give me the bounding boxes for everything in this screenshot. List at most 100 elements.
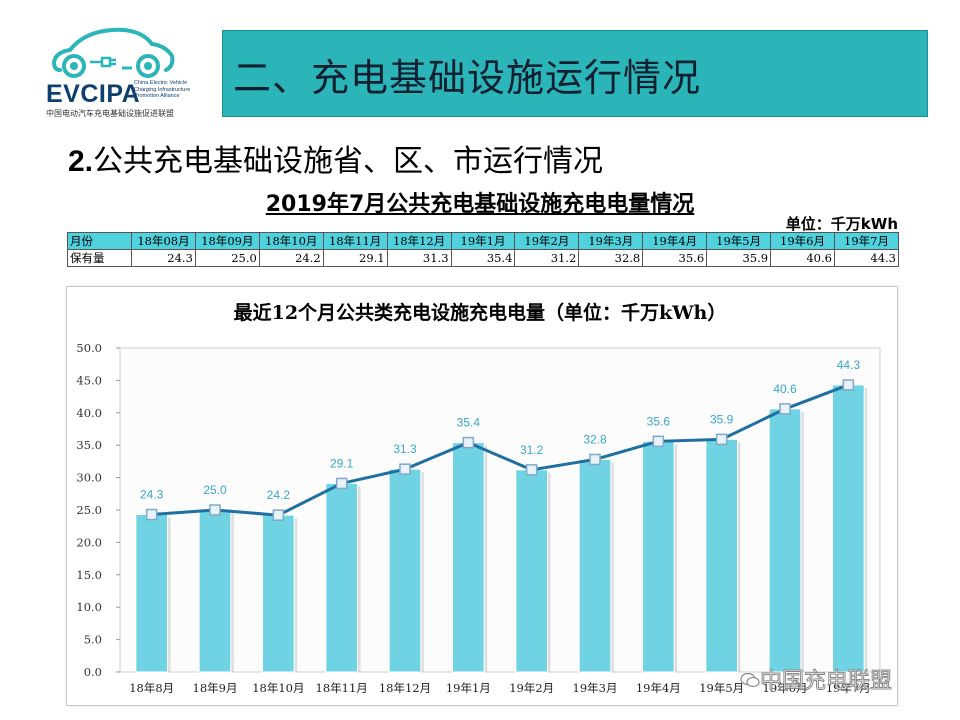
car-logo-icon [51,27,175,78]
data-point [272,509,285,521]
table-cell: 18年08月 [131,232,196,250]
bar [705,438,738,673]
data-label: 31.3 [393,442,417,456]
y-tick-label: 50.0 [76,341,102,355]
x-tick-label: 19年2月 [509,681,554,695]
table-cell: 月份 [67,232,132,250]
table-cell: 31.2 [514,249,580,267]
x-tick-label: 18年10月 [252,681,304,695]
data-label: 29.1 [330,456,354,470]
data-point [145,508,158,521]
table-cell: 保有量 [67,249,132,267]
logo-english-name: China Electric Vehicle Charging Infrastr… [134,80,191,99]
y-tick-label: 45.0 [76,373,102,387]
y-tick-label: 5.0 [84,633,102,647]
table-row: 保有量 24.3 25.0 24.2 29.1 31.3 35.4 31.2 3… [67,249,900,267]
logo-name: EVCIPA [46,80,141,108]
x-tick-label: 19年1月 [446,681,491,695]
section-title-text: 公共充电基础设施省、区、市运行情况 [93,144,604,179]
data-table: 月份 18年08月 18年09月 18年10月 18年11月 18年12月 19… [67,232,900,267]
y-tick-label: 35.0 [76,438,102,452]
page-title: 二、充电基础设施运行情况 [233,56,702,100]
table-unit: 单位：千万kWh [785,215,898,233]
bar [325,482,359,673]
section-number: 2. [68,145,94,178]
table-cell: 19年2月 [514,232,580,250]
table-title: 2019年7月公共充电基础设施充电电量情况 [265,192,695,217]
data-point [335,477,348,490]
title-banner: 二、充电基础设施运行情况 [222,30,928,117]
x-tick-label: 19年3月 [573,681,618,695]
bar [388,468,422,673]
table-cell: 31.3 [386,249,452,267]
plot-area [119,347,881,673]
table-cell: 40.6 [770,249,835,267]
data-point [589,453,601,466]
data-point [399,463,411,475]
data-label: 44.3 [837,358,861,372]
data-point [525,464,538,476]
series-line [151,383,849,517]
bar [452,442,485,673]
table-cell: 29.1 [322,249,388,267]
bar [135,514,168,673]
bar [198,509,232,673]
table-cell: 44.3 [833,249,900,267]
table-cell: 19年5月 [706,232,772,250]
table-cell: 18年12月 [386,232,452,250]
data-label: 35.6 [647,414,671,428]
bar [262,514,295,673]
data-label: 31.2 [520,443,544,457]
table-cell: 35.9 [706,249,772,267]
evcipa-logo [40,22,210,122]
data-label: 32.8 [583,432,607,446]
bar [578,458,612,673]
data-point [842,379,855,391]
bar [642,440,675,673]
x-tick-label: 19年6月 [763,681,808,695]
table-cell: 35.4 [450,249,516,267]
table-header-row: 月份 18年08月 18年09月 18年10月 18年11月 18年12月 19… [67,232,900,250]
data-point [209,504,221,516]
x-tick-label: 18年8月 [129,681,174,695]
data-label: 24.2 [267,488,291,502]
x-tick-label: 19年5月 [699,681,744,695]
x-tick-label: 19年7月 [826,681,871,695]
table-cell: 35.6 [642,249,708,267]
watermark: 中国充电联盟 [759,669,893,695]
chart-title: 最近12个月公共类充电设施充电电量（单位：千万kWh） [233,302,727,324]
bar [515,469,548,673]
section-title: 2.公共充电基础设施省、区、市运行情况 [68,136,603,180]
data-label: 25.0 [203,483,227,497]
y-tick-label: 10.0 [76,600,102,614]
data-label: 35.9 [710,412,734,426]
y-tick-label: 20.0 [76,535,102,549]
logo-chinese-name: 中国电动汽车充电基础设施促进联盟 [46,109,174,118]
table-cell: 19年6月 [770,232,835,250]
table-cell: 25.0 [194,249,260,267]
table-cell: 18年11月 [322,232,388,250]
wechat-icon [740,672,760,688]
x-tick-label: 19年4月 [636,681,681,695]
table-cell: 18年09月 [194,232,260,250]
bar [768,408,802,673]
data-point [652,435,665,448]
x-tick-label: 18年12月 [379,681,431,695]
y-tick-label: 30.0 [76,471,102,485]
data-point [779,403,791,415]
bar [832,384,865,673]
table-cell: 18年10月 [258,232,324,250]
data-label: 24.3 [140,488,164,502]
data-label: 35.4 [457,416,481,430]
table-cell: 19年1月 [450,232,516,250]
data-point [462,436,475,449]
y-tick-label: 15.0 [76,568,102,582]
table-cell: 24.3 [131,249,196,267]
table-cell: 32.8 [578,249,644,267]
data-label: 40.6 [773,382,797,396]
y-tick-label: 25.0 [76,503,102,517]
table-cell: 19年4月 [642,232,708,250]
x-tick-label: 18年9月 [193,681,238,695]
x-tick-label: 18年11月 [316,681,368,695]
